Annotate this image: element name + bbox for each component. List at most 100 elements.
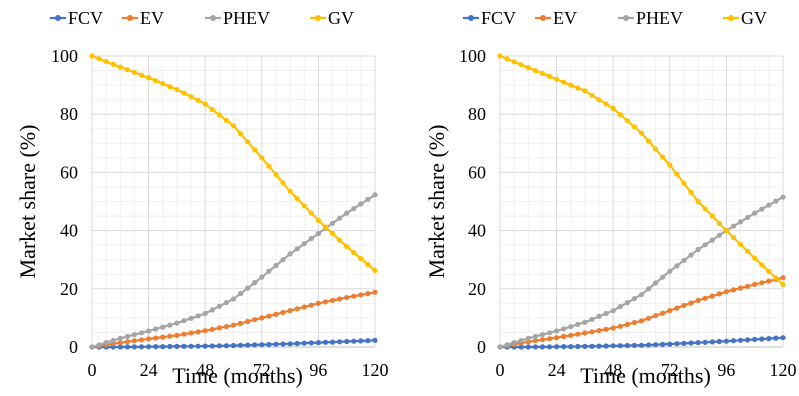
data-point (245, 318, 251, 325)
data-point (709, 237, 715, 243)
data-point (146, 75, 152, 81)
data-point (617, 343, 623, 349)
data-point (245, 285, 251, 291)
x-tick-label: 0 (88, 360, 97, 380)
data-point (617, 323, 623, 329)
x-tick-label: 24 (548, 360, 566, 380)
data-point (624, 342, 631, 349)
data-point (646, 342, 652, 348)
data-point (89, 53, 95, 59)
data-point (358, 255, 364, 262)
series-gv (497, 53, 786, 287)
data-point (730, 234, 737, 241)
data-point (745, 337, 751, 343)
data-point (103, 340, 109, 346)
data-point (561, 79, 567, 85)
data-point (315, 300, 321, 306)
data-point (638, 292, 645, 298)
data-point (230, 322, 237, 328)
data-point (646, 286, 652, 292)
data-point (273, 341, 279, 347)
data-point (624, 300, 631, 306)
data-point (266, 268, 272, 274)
data-point (167, 333, 173, 339)
data-point (688, 189, 694, 195)
data-point (695, 297, 701, 303)
data-point (709, 213, 715, 219)
data-point (96, 56, 102, 62)
data-point (337, 339, 343, 345)
data-point (280, 257, 286, 263)
data-point (273, 172, 279, 178)
data-point (138, 330, 145, 336)
data-point (716, 338, 722, 345)
data-point (294, 340, 300, 347)
data-point (209, 326, 215, 332)
legend-item-phev: PHEV (618, 8, 683, 28)
data-point (688, 340, 694, 346)
data-point (110, 61, 116, 67)
data-point (174, 343, 180, 349)
data-point (315, 340, 321, 346)
data-point (167, 84, 173, 90)
data-point (202, 328, 208, 334)
y-tick-label: 100 (51, 46, 78, 66)
data-point (252, 342, 258, 348)
x-tick-label: 96 (309, 360, 327, 380)
data-point (153, 78, 159, 84)
data-point (561, 326, 567, 332)
data-point (308, 340, 314, 346)
legend-label: PHEV (636, 8, 683, 28)
legend-item-fcv: FCV (463, 8, 516, 28)
y-tick-label: 60 (468, 162, 486, 182)
legend-label: FCV (68, 8, 103, 28)
data-point (174, 86, 180, 93)
x-axis-title: Time (months) (580, 363, 711, 388)
data-point (280, 341, 286, 347)
data-point (195, 343, 201, 349)
data-point (638, 130, 645, 136)
data-point (582, 319, 588, 325)
data-point (238, 342, 244, 348)
data-point (138, 344, 145, 350)
data-point (301, 203, 307, 209)
data-point (372, 289, 378, 295)
data-point (181, 331, 187, 337)
data-point (702, 242, 708, 248)
data-point (223, 324, 229, 330)
data-point (329, 297, 336, 303)
data-point (660, 274, 666, 280)
data-point (596, 328, 602, 334)
data-point (315, 230, 321, 237)
data-point (532, 338, 539, 344)
data-point (202, 310, 208, 317)
data-point (575, 331, 581, 337)
data-point (568, 324, 574, 330)
data-point (124, 67, 130, 73)
data-point (716, 291, 722, 297)
data-point (730, 338, 737, 344)
chart-panel-1: 0 20 40 60 80 100 0 24 48 72 96 120 Market share (%)… (15, 8, 389, 388)
data-point (181, 318, 187, 324)
data-point (646, 138, 652, 144)
data-point (610, 325, 616, 331)
data-point (273, 311, 279, 317)
data-point (709, 293, 715, 299)
data-point (702, 206, 708, 212)
data-point (723, 338, 730, 344)
data-point (681, 257, 687, 263)
legend-item-gv: GV (310, 8, 354, 28)
data-point (610, 308, 616, 314)
data-point (174, 332, 180, 338)
data-point (230, 296, 237, 302)
data-point (351, 338, 357, 344)
data-point (688, 252, 694, 258)
data-point (511, 340, 517, 346)
legend-swatch-marker (728, 15, 734, 21)
data-point (780, 275, 786, 281)
data-point (737, 219, 744, 225)
data-point (737, 337, 744, 343)
data-point (752, 281, 758, 287)
legend-item-ev: EV (122, 8, 164, 28)
